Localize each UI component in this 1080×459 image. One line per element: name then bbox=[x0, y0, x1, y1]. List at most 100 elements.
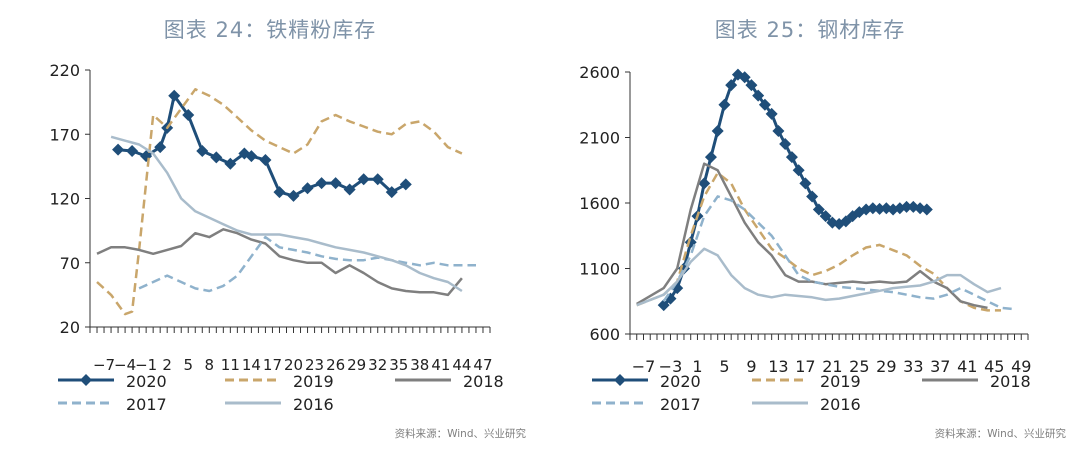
series-marker-2020 bbox=[182, 108, 195, 121]
series-marker-2020 bbox=[315, 177, 328, 190]
series-marker-2020 bbox=[329, 177, 342, 190]
x-tick-label: 5 bbox=[183, 356, 193, 374]
legend-label-2019: 2019 bbox=[293, 372, 334, 391]
series-marker-2020 bbox=[765, 107, 778, 120]
series-marker-2020 bbox=[301, 182, 314, 195]
x-tick-label: 1 bbox=[692, 357, 702, 376]
x-tick-label: 13 bbox=[768, 357, 788, 376]
series-marker-2020 bbox=[112, 143, 125, 156]
x-tick-label: 2 bbox=[162, 356, 172, 374]
legend-label-2016: 2016 bbox=[293, 395, 334, 414]
x-tick-label: 29 bbox=[347, 356, 366, 374]
series-marker-2020 bbox=[259, 153, 272, 166]
x-tick-label: 45 bbox=[984, 357, 1004, 376]
series-line-2017 bbox=[662, 195, 1015, 311]
series-marker-2020 bbox=[792, 164, 805, 177]
chart-panel-steel: 图表 25：钢材库存 600 1100 1600 2100 2600 −7 −3 1 5 9 13 1… bbox=[540, 0, 1080, 459]
series-marker-2020 bbox=[698, 177, 711, 190]
x-tick-label: −1 bbox=[135, 356, 157, 374]
series-marker-2020 bbox=[704, 151, 717, 164]
y-tick-label: 2100 bbox=[579, 129, 620, 148]
series-marker-2020 bbox=[745, 79, 758, 92]
series-marker-2020 bbox=[785, 151, 798, 164]
series-marker-2020 bbox=[779, 138, 792, 151]
series-marker-2020 bbox=[154, 141, 167, 154]
chart-svg-steel: 600 1100 1600 2100 2600 −7 −3 1 5 9 13 17 21 25 29 33 37… bbox=[579, 63, 1031, 414]
series-marker-2020 bbox=[168, 89, 181, 102]
x-tick-label: 14 bbox=[242, 356, 261, 374]
series-marker-2020 bbox=[853, 206, 866, 219]
x-tick-label: 5 bbox=[719, 357, 729, 376]
series-marker-2020 bbox=[343, 183, 356, 196]
x-tick-label: 41 bbox=[431, 356, 450, 374]
x-tick-label: 17 bbox=[263, 356, 282, 374]
series-marker-2020 bbox=[657, 299, 670, 312]
x-tick-label: 49 bbox=[1011, 357, 1031, 376]
x-tick-label: 17 bbox=[795, 357, 815, 376]
series-marker-2020 bbox=[224, 157, 237, 170]
x-tick-label: 20 bbox=[284, 356, 303, 374]
x-tick-label: 11 bbox=[221, 356, 240, 374]
chart-title: 图表 24：铁精粉库存 bbox=[163, 18, 377, 42]
series-marker-2020 bbox=[806, 190, 819, 203]
series-marker-2020 bbox=[900, 200, 913, 213]
legend-label-2017: 2017 bbox=[660, 395, 701, 414]
series-marker-2020 bbox=[196, 144, 209, 157]
legend-label-2018: 2018 bbox=[463, 372, 504, 391]
x-tick-label: 35 bbox=[389, 356, 408, 374]
y-tick-label: 1100 bbox=[579, 260, 620, 279]
y-tick-label: 70 bbox=[60, 254, 80, 273]
series-marker-2020 bbox=[245, 150, 258, 163]
x-tick-label: 9 bbox=[746, 357, 756, 376]
chart-title: 图表 25：钢材库存 bbox=[714, 18, 906, 42]
legend-marker-2020 bbox=[614, 374, 626, 386]
x-tick-label: 8 bbox=[205, 356, 215, 374]
y-tick-label: 2600 bbox=[579, 63, 620, 82]
legend-marker-2020 bbox=[80, 374, 92, 386]
series-marker-2020 bbox=[819, 210, 832, 223]
x-tick-label: 47 bbox=[473, 356, 492, 374]
legend-label-2020: 2020 bbox=[660, 372, 701, 391]
y-tick-label: 220 bbox=[49, 61, 80, 80]
source-note: 资料来源：Wind、兴业研究 bbox=[934, 428, 1066, 440]
x-tick-label: −7 bbox=[93, 356, 115, 374]
series-line-2017 bbox=[138, 235, 476, 293]
series-line-2016 bbox=[110, 135, 463, 293]
x-tick-label: 26 bbox=[326, 356, 345, 374]
x-tick-label: 25 bbox=[849, 357, 869, 376]
series-marker-2020 bbox=[273, 186, 286, 199]
series-marker-2020 bbox=[711, 124, 724, 137]
series-marker-2020 bbox=[210, 151, 223, 164]
legend-label-2020: 2020 bbox=[126, 372, 167, 391]
y-tick-label: 1600 bbox=[579, 194, 620, 213]
series-marker-2020 bbox=[920, 203, 933, 216]
legend-label-2017: 2017 bbox=[126, 395, 167, 414]
series-line-2019 bbox=[96, 88, 463, 316]
series-marker-2020 bbox=[826, 216, 839, 229]
series-marker-2020 bbox=[738, 71, 751, 84]
x-tick-label: 33 bbox=[903, 357, 923, 376]
series-marker-2020 bbox=[772, 124, 785, 137]
series-line-2019 bbox=[636, 171, 1001, 312]
series-marker-2020 bbox=[725, 79, 738, 92]
legend-label-2016: 2016 bbox=[820, 395, 861, 414]
x-tick-label: 41 bbox=[957, 357, 977, 376]
x-tick-label: 32 bbox=[368, 356, 387, 374]
series-marker-2020 bbox=[758, 98, 771, 111]
y-tick-label: 600 bbox=[589, 325, 620, 344]
series-line-2016 bbox=[636, 247, 1002, 307]
x-tick-label: 38 bbox=[410, 356, 429, 374]
x-tick-label: 37 bbox=[930, 357, 950, 376]
legend-label-2019: 2019 bbox=[820, 372, 861, 391]
series-marker-2020 bbox=[799, 177, 812, 190]
series-marker-2020 bbox=[371, 173, 384, 186]
series-marker-2020 bbox=[399, 178, 412, 191]
y-tick-label: 20 bbox=[60, 318, 80, 337]
series-marker-2020 bbox=[385, 186, 398, 199]
y-tick-label: 170 bbox=[49, 125, 80, 144]
legend-label-2018: 2018 bbox=[990, 372, 1031, 391]
x-tick-label: 21 bbox=[822, 357, 842, 376]
source-note: 资料来源：Wind、兴业研究 bbox=[394, 428, 526, 440]
chart-panel-iron-ore: 图表 24：铁精粉库存 20 70 120 170 220 −7 −4 −1 2 5 8 11 14 17… bbox=[49, 18, 526, 440]
